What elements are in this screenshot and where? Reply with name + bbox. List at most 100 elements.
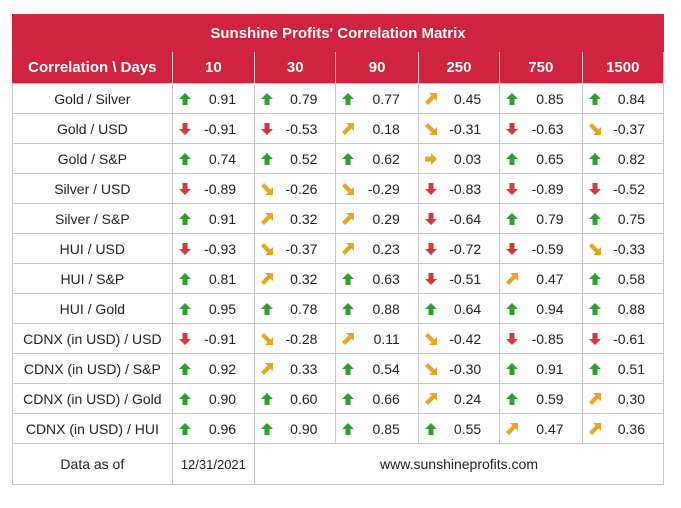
correlation-cell: 0.32 — [254, 203, 337, 234]
arrow-up-icon — [342, 152, 355, 165]
arrow-up-right-icon — [424, 92, 437, 105]
correlation-cell: 0.24 — [417, 383, 501, 414]
correlation-cell: 0.30 — [581, 383, 665, 414]
table-row: Silver / S&P 0.91 0.32 0.29 -0.64 0.79 0.75 — [12, 203, 665, 234]
correlation-cell: 0.65 — [499, 143, 583, 174]
correlation-value: 0.78 — [290, 300, 318, 317]
label-column-header: Correlation \ Days — [12, 51, 173, 84]
arrow-down-icon — [424, 242, 437, 255]
correlation-value: -0.72 — [449, 240, 482, 257]
arrow-up-right-icon — [261, 362, 274, 375]
arrow-down-icon — [506, 242, 519, 255]
correlation-cell: 0.59 — [499, 383, 583, 414]
correlation-cell: 0.64 — [417, 293, 501, 324]
correlation-value: 0.60 — [290, 390, 318, 407]
correlation-cell: -0.29 — [335, 173, 419, 204]
matrix-body: Gold / Silver 0.91 0.79 0.77 0.45 0.85 0.84 Gol… — [12, 83, 665, 444]
table-title: Sunshine Profits' Correlation Matrix — [12, 14, 664, 52]
correlation-value: 0.54 — [372, 360, 400, 377]
arrow-down-icon — [424, 212, 437, 225]
correlation-value: 0.18 — [372, 120, 400, 137]
day-header-10: 10 — [171, 51, 256, 84]
correlation-value: 0.63 — [372, 270, 400, 287]
arrow-up-right-icon — [424, 392, 437, 405]
correlation-cell: -0.85 — [499, 323, 583, 354]
correlation-value: 0.74 — [208, 150, 237, 167]
arrow-up-icon — [178, 392, 191, 405]
correlation-value: 0.77 — [372, 90, 400, 107]
correlation-cell: -0.33 — [581, 233, 665, 264]
correlation-value: -0.59 — [531, 240, 564, 257]
arrow-down-right-icon — [261, 332, 274, 345]
correlation-value: -0.85 — [531, 330, 564, 347]
correlation-cell: 0.91 — [171, 203, 256, 234]
arrow-down-icon — [506, 122, 519, 135]
correlation-cell: 0.92 — [171, 353, 256, 384]
correlation-cell: 0.51 — [581, 353, 665, 384]
correlation-value: 0.88 — [617, 300, 645, 317]
correlation-cell: 0.82 — [581, 143, 665, 174]
correlation-cell: -0.64 — [417, 203, 501, 234]
correlation-cell: 0.60 — [254, 383, 337, 414]
correlation-cell: 0.90 — [254, 413, 337, 444]
arrow-up-icon — [588, 212, 601, 225]
correlation-value: 0.85 — [372, 420, 400, 437]
correlation-value: 0.58 — [617, 270, 645, 287]
table-row: Gold / Silver 0.91 0.79 0.77 0.45 0.85 0.84 — [12, 83, 665, 114]
correlation-cell: -0.83 — [417, 173, 501, 204]
arrow-down-right-icon — [424, 122, 437, 135]
correlation-cell: -0.91 — [171, 113, 256, 144]
arrow-up-icon — [178, 152, 191, 165]
correlation-cell: -0.63 — [499, 113, 583, 144]
row-label: CDNX (in USD) / S&P — [12, 353, 173, 384]
correlation-value: -0.29 — [367, 180, 400, 197]
correlation-value: 0.30 — [617, 390, 645, 407]
arrow-up-icon — [178, 302, 191, 315]
row-label: CDNX (in USD) / HUI — [12, 413, 173, 444]
day-header-30: 30 — [254, 51, 337, 84]
correlation-value: 0.47 — [536, 270, 564, 287]
arrow-up-right-icon — [261, 212, 274, 225]
table-row: CDNX (in USD) / S&P 0.92 0.33 0.54 -0.30 0.91… — [12, 353, 665, 384]
arrow-up-icon — [506, 212, 519, 225]
correlation-value: 0.52 — [290, 150, 318, 167]
correlation-cell: 0.81 — [171, 263, 256, 294]
correlation-value: 0.91 — [208, 210, 237, 227]
correlation-value: -0.83 — [449, 180, 482, 197]
correlation-cell: 0.94 — [499, 293, 583, 324]
correlation-cell: 0.29 — [335, 203, 419, 234]
correlation-value: -0.64 — [449, 210, 482, 227]
correlation-cell: -0.59 — [499, 233, 583, 264]
correlation-value: 0.85 — [536, 90, 564, 107]
arrow-right-icon — [424, 152, 437, 165]
correlation-cell: -0.42 — [417, 323, 501, 354]
correlation-cell: -0.28 — [254, 323, 337, 354]
row-label: CDNX (in USD) / Gold — [12, 383, 173, 414]
table-row: Silver / USD -0.89 -0.26 -0.29 -0.83 -0.89 -0.… — [12, 173, 665, 204]
correlation-value: 0.33 — [290, 360, 318, 377]
row-label: HUI / USD — [12, 233, 173, 264]
correlation-cell: -0.37 — [581, 113, 665, 144]
correlation-value: 0.51 — [617, 360, 645, 377]
correlation-cell: -0.89 — [499, 173, 583, 204]
correlation-value: -0.91 — [204, 330, 237, 347]
footer-row: Data as of 12/31/2021 www.sunshineprofit… — [12, 443, 664, 485]
arrow-down-right-icon — [424, 362, 437, 375]
arrow-up-right-icon — [342, 332, 355, 345]
correlation-value: 0.92 — [208, 360, 237, 377]
data-as-of-label: Data as of — [12, 443, 173, 485]
row-label: Gold / S&P — [12, 143, 173, 174]
arrow-down-icon — [588, 332, 601, 345]
correlation-cell: 0.78 — [254, 293, 337, 324]
arrow-down-icon — [178, 122, 191, 135]
correlation-value: -0.89 — [531, 180, 564, 197]
arrow-up-icon — [506, 152, 519, 165]
correlation-value: 0.65 — [536, 150, 564, 167]
correlation-cell: -0.52 — [581, 173, 665, 204]
correlation-cell: 0.84 — [581, 83, 665, 114]
arrow-down-right-icon — [261, 242, 274, 255]
correlation-value: 0.82 — [617, 150, 645, 167]
website-link[interactable]: www.sunshineprofits.com — [254, 443, 664, 485]
row-label: Gold / USD — [12, 113, 173, 144]
arrow-up-icon — [588, 92, 601, 105]
